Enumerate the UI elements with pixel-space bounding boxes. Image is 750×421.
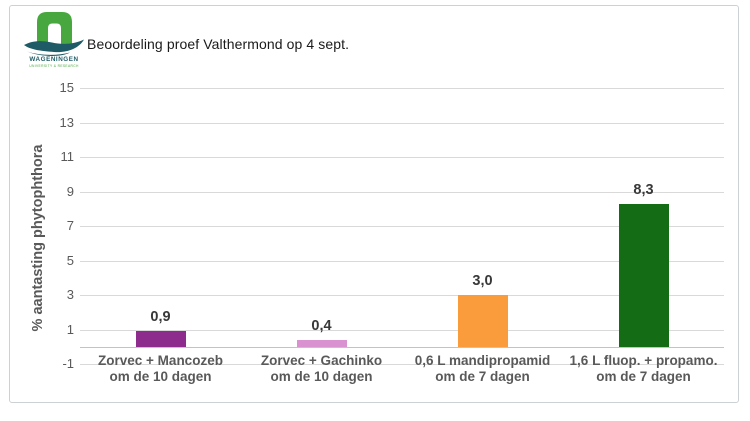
wageningen-swoosh-accent-icon [27,51,70,56]
bar-value-label: 0,4 [311,317,332,334]
x-axis-line [80,346,724,348]
y-tick-label: 13 [59,114,74,130]
y-tick-label: 11 [60,149,75,164]
gridline [80,329,724,331]
gridline [80,88,724,89]
gridline [80,226,724,227]
gridline [80,191,724,193]
bar-value-label: 3,0 [472,273,493,289]
bar [296,339,347,347]
y-tick-label: 7 [66,218,74,233]
y-tick-label: -1 [62,356,74,371]
bar-value-label: 8,3 [633,181,654,198]
gridline [80,122,724,124]
wageningen-arch-icon [37,12,72,47]
wageningen-swoosh-icon [24,39,84,53]
gridline [80,295,724,296]
bar-value-label: 0,9 [150,309,171,326]
y-tick-label: 15 [59,80,74,95]
chart-panel [9,5,739,403]
y-tick-label: 9 [66,183,74,199]
bar-category-label: Zorvec + Mancozeb om de 10 dagen [98,353,223,384]
bar-category-label: Zorvec + Gachinko om de 10 dagen [260,353,383,384]
bar [135,331,186,347]
chart-title: Beoordeling proef Valthermond op 4 sept. [87,36,350,52]
y-tick-label: 1 [66,321,74,337]
gridline [80,364,724,365]
bar [457,295,508,347]
gridline [80,260,724,262]
bar [618,203,669,347]
y-tick-label: 5 [66,252,74,268]
wageningen-logo: WAGENINGEN UNIVERSITY & RESEARCH [24,12,84,68]
bar-category-label: 1,6 L fluop. + propamo. om de 7 dagen [569,353,718,384]
y-tick-label: 3 [66,287,74,302]
wageningen-wordmark: WAGENINGEN [29,56,78,63]
wageningen-subtitle: UNIVERSITY & RESEARCH [29,64,79,68]
bar-category-label: 0,6 L mandipropamid om de 7 dagen [414,353,551,384]
gridline [80,157,724,158]
